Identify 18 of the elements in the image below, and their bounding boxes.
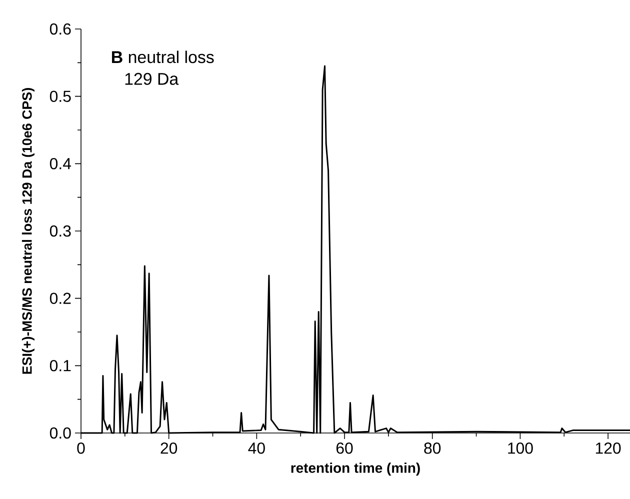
- x-tick-label: 80: [424, 442, 441, 454]
- y-tick-label: 0.6: [50, 23, 71, 35]
- y-tick-label: 0.5: [50, 90, 71, 102]
- y-tick-label: 0.1: [50, 360, 71, 372]
- y-tick-label: 0.4: [50, 158, 72, 170]
- x-tick-label: 60: [336, 442, 353, 454]
- x-tick-label: 120: [596, 442, 621, 454]
- x-axis-title: retention time (min): [291, 462, 420, 476]
- y-tick-label: 0.0: [50, 427, 71, 439]
- annotation: 129 Da: [125, 72, 179, 85]
- y-tick-label: 0.2: [50, 292, 71, 304]
- annotation: B neutral loss: [112, 50, 214, 64]
- x-tick-label: 0: [77, 442, 85, 454]
- x-tick-label: 100: [508, 442, 533, 454]
- y-axis-title: ESI(+)-MS/MS neutral loss 129 Da (10e6 CPS): [22, 88, 34, 374]
- x-tick-label: 20: [160, 442, 178, 454]
- y-tick-label: 0.3: [50, 225, 71, 237]
- x-tick-label: 40: [248, 442, 265, 454]
